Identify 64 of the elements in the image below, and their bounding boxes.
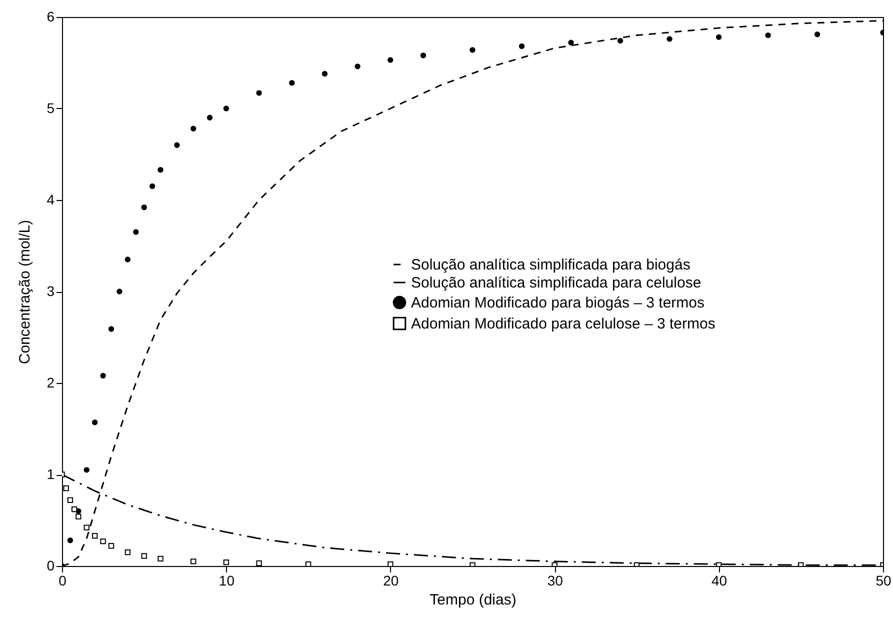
point [92,532,98,539]
point [190,126,196,132]
point [568,40,574,46]
point [67,497,74,503]
legend-label: Adomian Modificado para celulose – 3 termos [411,316,716,332]
legend-label: Adomian Modificado para biogás – 3 termos [411,294,704,312]
y-tick-label: 0 [46,558,55,574]
point [322,70,328,77]
point [158,166,164,173]
point [256,560,262,566]
point [305,561,312,566]
point [223,559,230,566]
y-tick-label: 1 [46,466,55,482]
point [141,204,147,210]
y-axis-title: Concentração (mol/L) [16,220,34,364]
point [108,543,114,549]
x-tick-label: 0 [58,572,67,588]
x-tick-label: 20 [383,572,399,588]
x-tick-label: 40 [712,572,728,588]
point [354,64,360,70]
point [470,47,476,53]
point [141,553,147,559]
point [158,556,164,562]
y-tick-label: 5 [46,100,55,116]
y-tick-label: 2 [46,374,55,390]
point [223,106,230,112]
point [67,538,74,544]
y-tick-label: 4 [46,192,55,208]
x-tick-label: 50 [876,572,892,588]
point [149,183,156,190]
y-tick-label: 3 [46,283,55,299]
x-axis-title: Tempo (dias) [430,592,516,608]
point [100,372,106,379]
point [765,32,771,38]
point [116,288,122,294]
point [617,38,624,44]
point [63,485,69,492]
point [289,80,295,86]
point [84,524,90,530]
point [388,561,394,566]
point [100,538,106,544]
legend-label: Solução analítica simplificada para celulose [411,274,702,292]
point [174,142,180,148]
point [124,549,131,556]
point [76,514,82,520]
point [666,36,672,42]
x-tick-label: 10 [218,572,235,588]
point [716,34,722,40]
point [388,57,394,63]
point [814,32,820,38]
point [133,229,139,235]
x-tick-label: 30 [547,572,564,588]
point [420,52,426,58]
point [206,114,213,120]
point [71,506,78,512]
point [84,467,90,473]
point [256,90,262,96]
point [518,43,525,50]
point [92,420,98,426]
legend-label: Solução analítica simplificada para biogás [411,256,690,274]
point [124,256,131,262]
point [190,558,196,564]
y-tick-label: 6 [46,8,55,24]
point [108,326,114,332]
